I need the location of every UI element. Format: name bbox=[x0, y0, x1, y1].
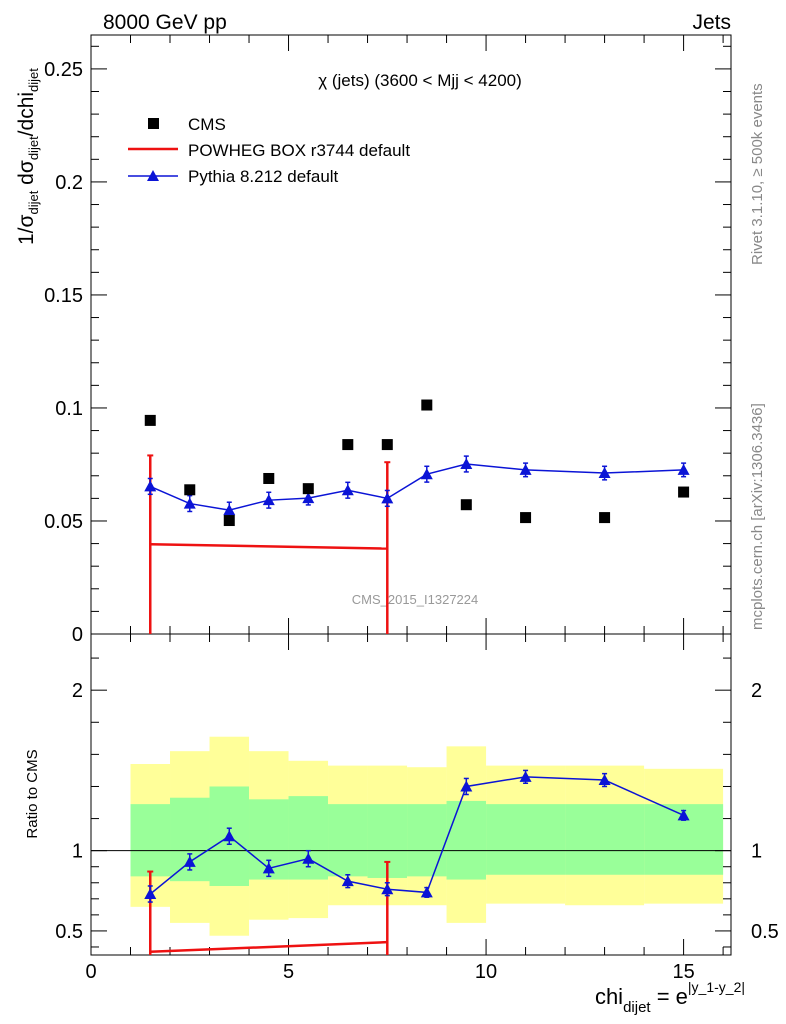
ratio-pythia-line bbox=[149, 776, 684, 895]
cms-point bbox=[381, 439, 393, 451]
pythia-point bbox=[223, 504, 236, 516]
ratio-pythia-point bbox=[598, 774, 611, 786]
ratio-pythia-point bbox=[144, 888, 157, 900]
ratio-y-label: Ratio to CMS bbox=[24, 749, 41, 838]
ratio-band-inner bbox=[130, 804, 171, 877]
cms-point bbox=[184, 484, 196, 496]
ratio-pythia-point bbox=[420, 886, 433, 898]
pythia-point bbox=[302, 492, 315, 504]
pythia-point bbox=[677, 463, 690, 475]
cms-point bbox=[302, 483, 314, 495]
ratio-pythia-point bbox=[381, 883, 394, 895]
cms-point bbox=[144, 414, 156, 426]
pythia-point bbox=[262, 494, 275, 506]
legend: CMS POWHEG BOX r3744 default Pythia 8.21… bbox=[128, 115, 410, 186]
cms-point bbox=[342, 439, 354, 451]
pythia-point bbox=[460, 458, 473, 470]
ratio-plot-frame bbox=[90, 633, 732, 956]
ratio-pythia-point bbox=[262, 862, 275, 874]
pythia-point bbox=[420, 468, 433, 480]
x-tick-label: 15 bbox=[672, 961, 694, 983]
ratio-band-inner bbox=[486, 804, 566, 875]
pythia-point bbox=[183, 497, 196, 509]
legend-pythia-label: Pythia 8.212 default bbox=[188, 167, 339, 186]
rivet-label: Rivet 3.1.10, ≥ 500k events bbox=[749, 83, 766, 265]
main-y-label: 1/σdijet dσdijet/dchidijet bbox=[15, 68, 41, 245]
x-tick-label: 10 bbox=[475, 961, 497, 983]
ratio-pythia-point bbox=[302, 852, 315, 864]
legend-pythia-marker bbox=[147, 170, 159, 181]
ratio-y-tick-label: 0.5 bbox=[55, 921, 83, 943]
cms-point bbox=[263, 472, 275, 484]
mcplots-label: mcplots.cern.ch [arXiv:1306.3436] bbox=[749, 403, 766, 630]
powheg-line bbox=[150, 543, 388, 550]
ratio-pythia-point bbox=[460, 780, 473, 792]
ratio-band-inner bbox=[446, 800, 487, 880]
pythia-point bbox=[598, 467, 611, 479]
ratio-y-tick-label: 1 bbox=[751, 841, 762, 863]
main-y-tick-label: 0.1 bbox=[55, 398, 83, 420]
ratio-y-tick-label: 1 bbox=[72, 841, 83, 863]
header-right: Jets bbox=[692, 11, 731, 34]
ratio-band-inner bbox=[407, 804, 447, 877]
ratio-band-inner bbox=[565, 804, 645, 875]
ratio-pythia-point bbox=[519, 770, 532, 782]
ratio-y-tick-label: 2 bbox=[751, 680, 762, 702]
ratio-y-tick-label: 0.5 bbox=[751, 921, 779, 943]
pythia-point bbox=[144, 480, 157, 492]
cms-point bbox=[223, 515, 235, 527]
x-tick-label: 0 bbox=[85, 961, 96, 983]
main-y-tick-label: 0 bbox=[72, 624, 83, 646]
x-axis-label: chidijet = e|y_1-y_2| bbox=[595, 979, 745, 1016]
pythia-line bbox=[149, 463, 684, 511]
ratio-pythia-point bbox=[341, 875, 354, 887]
main-y-tick-label: 0.25 bbox=[44, 59, 83, 81]
cms-point bbox=[460, 499, 472, 511]
ratio-pythia-point bbox=[183, 855, 196, 867]
pythia-point bbox=[341, 484, 354, 496]
main-y-tick-label: 0.05 bbox=[44, 511, 83, 533]
cms-point bbox=[421, 399, 433, 411]
main-y-tick-label: 0.2 bbox=[55, 172, 83, 194]
cms-point bbox=[520, 512, 532, 524]
plot-title: χ (jets) (3600 < Mjj < 4200) bbox=[318, 71, 522, 90]
x-tick-label: 5 bbox=[283, 961, 294, 983]
ratio-pythia-point bbox=[223, 830, 236, 842]
ratio-band-inner bbox=[328, 804, 368, 877]
header-left: 8000 GeV pp bbox=[103, 11, 227, 34]
cms-point bbox=[599, 512, 611, 524]
pythia-point bbox=[519, 463, 532, 475]
analysis-id: CMS_2015_I1327224 bbox=[352, 592, 479, 607]
cms-point bbox=[678, 486, 690, 498]
legend-cms-marker bbox=[148, 118, 159, 129]
ratio-pythia-point bbox=[677, 809, 690, 821]
pythia-point bbox=[381, 492, 394, 504]
legend-powheg-label: POWHEG BOX r3744 default bbox=[188, 141, 410, 160]
legend-cms-label: CMS bbox=[188, 115, 226, 134]
main-y-tick-label: 0.15 bbox=[44, 285, 83, 307]
ratio-y-tick-label: 2 bbox=[72, 680, 83, 702]
ratio-powheg-line bbox=[150, 940, 388, 954]
